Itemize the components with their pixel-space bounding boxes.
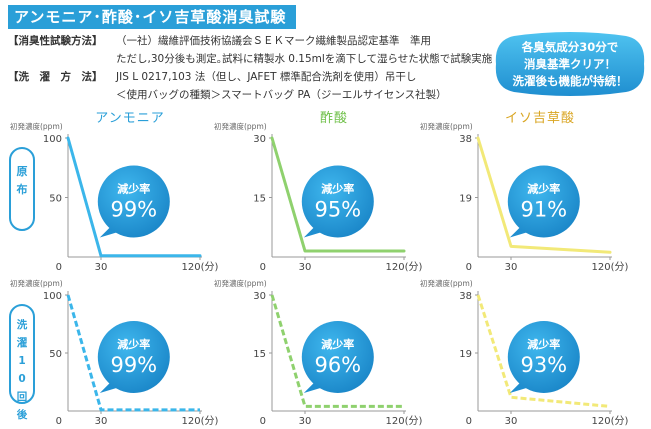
y-tick-label: 19	[459, 194, 472, 205]
x-tick-label: 120(分)	[182, 261, 219, 273]
x-tick-label: 120(分)	[386, 415, 423, 427]
chart-title: アンモニア	[95, 111, 164, 126]
reduction-value: 95%	[314, 198, 361, 222]
y-axis-label: 初発濃度(ppm)	[214, 278, 267, 288]
x-tick-label: 30	[505, 262, 518, 273]
reduction-value: 99%	[110, 198, 157, 222]
reduction-bubble	[301, 321, 374, 393]
y-tick-label: 30	[253, 291, 266, 302]
series-line	[270, 294, 404, 408]
reduction-label: 減少率	[117, 182, 150, 196]
wash-label: 【洗 濯 方 法】	[8, 71, 103, 83]
y-tick-label: 30	[253, 134, 266, 145]
x-tick-label: 30	[95, 416, 108, 427]
row-label-original: 原布	[9, 147, 35, 231]
y-tick-label: 0	[260, 416, 266, 427]
x-tick-label: 120(分)	[592, 261, 629, 273]
reduction-value: 91%	[520, 198, 567, 222]
method-line-3: 【洗 濯 方 法】 JIS L 0217,103 法（但し、JAFET 標準配合洗…	[8, 69, 416, 85]
y-axis-label: 初発濃度(ppm)	[10, 278, 63, 288]
y-axis-label: 初発濃度(ppm)	[10, 121, 63, 131]
y-tick-label: 15	[253, 349, 266, 360]
page-title: アンモニア･酢酸･イソ吉草酸消臭試験	[8, 5, 296, 29]
y-axis-label: 初発濃度(ppm)	[214, 121, 267, 131]
bag-type-text: ＜使用バッグの種類＞スマートバッグ PA（ジーエルサイセンス社製）	[116, 89, 447, 101]
y-tick-label: 0	[260, 262, 266, 273]
x-tick-label: 120(分)	[592, 415, 629, 427]
reduction-label: 減少率	[117, 337, 150, 351]
callout-line-1: 各臭気成分30分で	[521, 40, 619, 54]
y-tick-label: 50	[49, 194, 62, 205]
method-line-2: ただし,30分後も測定｡試料に精製水 0.15mlを滴下して湿らせた状態で試験実…	[8, 51, 492, 67]
reduction-label: 減少率	[527, 337, 560, 351]
method-line-4: ＜使用バッグの種類＞スマートバッグ PA（ジーエルサイセンス社製）	[8, 87, 447, 103]
series-line	[270, 136, 406, 253]
x-tick-label: 30	[299, 262, 312, 273]
y-tick-label: 15	[253, 194, 266, 205]
chart-title: 酢酸	[320, 111, 348, 126]
series-line	[66, 136, 202, 258]
reduction-value: 93%	[520, 353, 567, 377]
y-tick-label: 50	[49, 349, 62, 360]
x-tick-label: 120(分)	[182, 415, 219, 427]
reduction-value: 96%	[314, 353, 361, 377]
reduction-bubble	[97, 321, 170, 393]
x-tick-label: 30	[299, 416, 312, 427]
y-tick-label: 38	[459, 134, 472, 145]
y-tick-label: 100	[43, 291, 62, 302]
wash-text: JIS L 0217,103 法（但し、JAFET 標準配合洗剤を使用）吊干し	[116, 71, 417, 83]
y-tick-label: 38	[459, 291, 472, 302]
method-line-1: 【消臭性試験方法】 （一社）繊維評価技術協議会ＳＥＫマーク繊維製品認定基準 準用	[8, 33, 431, 49]
reduction-value: 99%	[110, 353, 157, 377]
y-tick-label: 0	[466, 262, 472, 273]
y-tick-label: 0	[466, 416, 472, 427]
series-line	[66, 294, 200, 412]
reduction-label: 減少率	[321, 337, 354, 351]
series-line	[476, 136, 612, 254]
callout-line-2: 消臭基準クリア！	[524, 57, 616, 71]
y-tick-label: 19	[459, 349, 472, 360]
x-tick-label: 30	[505, 416, 518, 427]
y-axis-label: 初発濃度(ppm)	[420, 278, 473, 288]
reduction-bubble	[507, 321, 580, 393]
method-text: （一社）繊維評価技術協議会ＳＥＫマーク繊維製品認定基準 準用	[116, 35, 431, 47]
reduction-label: 減少率	[527, 182, 560, 196]
chart-title: イソ吉草酸	[505, 111, 575, 126]
y-tick-label: 0	[56, 262, 62, 273]
y-axis-label: 初発濃度(ppm)	[420, 121, 473, 131]
y-tick-label: 0	[56, 416, 62, 427]
reduction-bubble	[301, 165, 374, 238]
x-tick-label: 30	[95, 262, 108, 273]
callout-line-3: 洗濯後も機能が持続！	[513, 74, 628, 88]
series-line	[476, 294, 611, 408]
reduction-bubble	[507, 165, 580, 238]
method-label: 【消臭性試験方法】	[8, 35, 103, 47]
y-tick-label: 100	[43, 134, 62, 145]
reduction-bubble	[97, 165, 170, 238]
x-tick-label: 120(分)	[386, 261, 423, 273]
reduction-label: 減少率	[321, 182, 354, 196]
method-note: ただし,30分後も測定｡試料に精製水 0.15mlを滴下して湿らせた状態で試験実…	[116, 53, 493, 65]
callout-bubble: 各臭気成分30分で 消臭基準クリア！ 洗濯後も機能が持続！	[495, 32, 645, 96]
